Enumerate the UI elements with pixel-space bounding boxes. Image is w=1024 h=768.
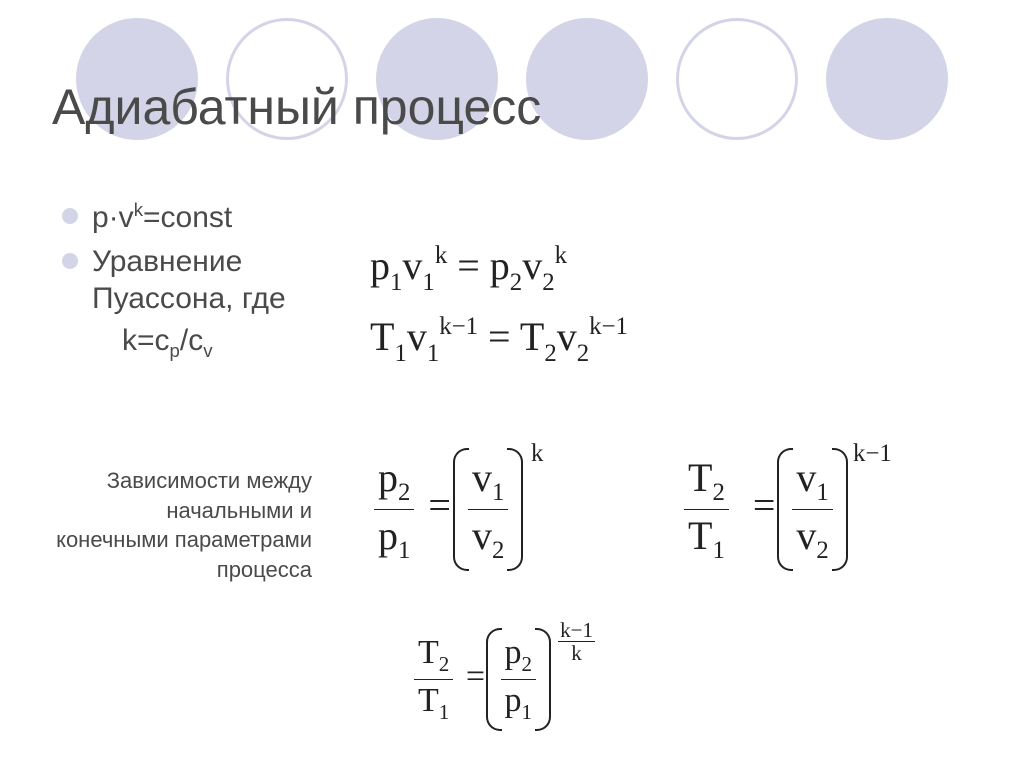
equation-5: T2T1 = p2p1k−1k bbox=[410, 634, 543, 725]
circle-5 bbox=[676, 18, 798, 140]
bullet-1-text: p·vk=const bbox=[92, 198, 232, 237]
equation-2: T1v1k−1 = T2v2k−1 bbox=[370, 313, 628, 366]
bullet-dot-icon bbox=[62, 208, 78, 224]
bullet-1: p·vk=const bbox=[62, 198, 342, 237]
bullet-indent: k=cp/cv bbox=[122, 324, 342, 362]
circle-6 bbox=[826, 18, 948, 140]
equation-3: p2p1 = v1v2k bbox=[370, 454, 515, 565]
bullet-list: p·vk=const Уравнение Пуассона, где k=cp/… bbox=[62, 198, 342, 362]
circle-4 bbox=[526, 18, 648, 140]
bullet-2: Уравнение Пуассона, где bbox=[62, 243, 342, 318]
equation-4: T2T1 = v1v2k−1 bbox=[680, 454, 840, 565]
equation-1: p1v1k = p2v2k bbox=[370, 242, 567, 295]
slide-title: Адиабатный процесс bbox=[52, 78, 541, 136]
bullet-dot-icon bbox=[62, 253, 78, 269]
bullet-2-text: Уравнение Пуассона, где bbox=[92, 243, 342, 318]
caption-text: Зависимости между начальными и конечными… bbox=[52, 466, 312, 585]
